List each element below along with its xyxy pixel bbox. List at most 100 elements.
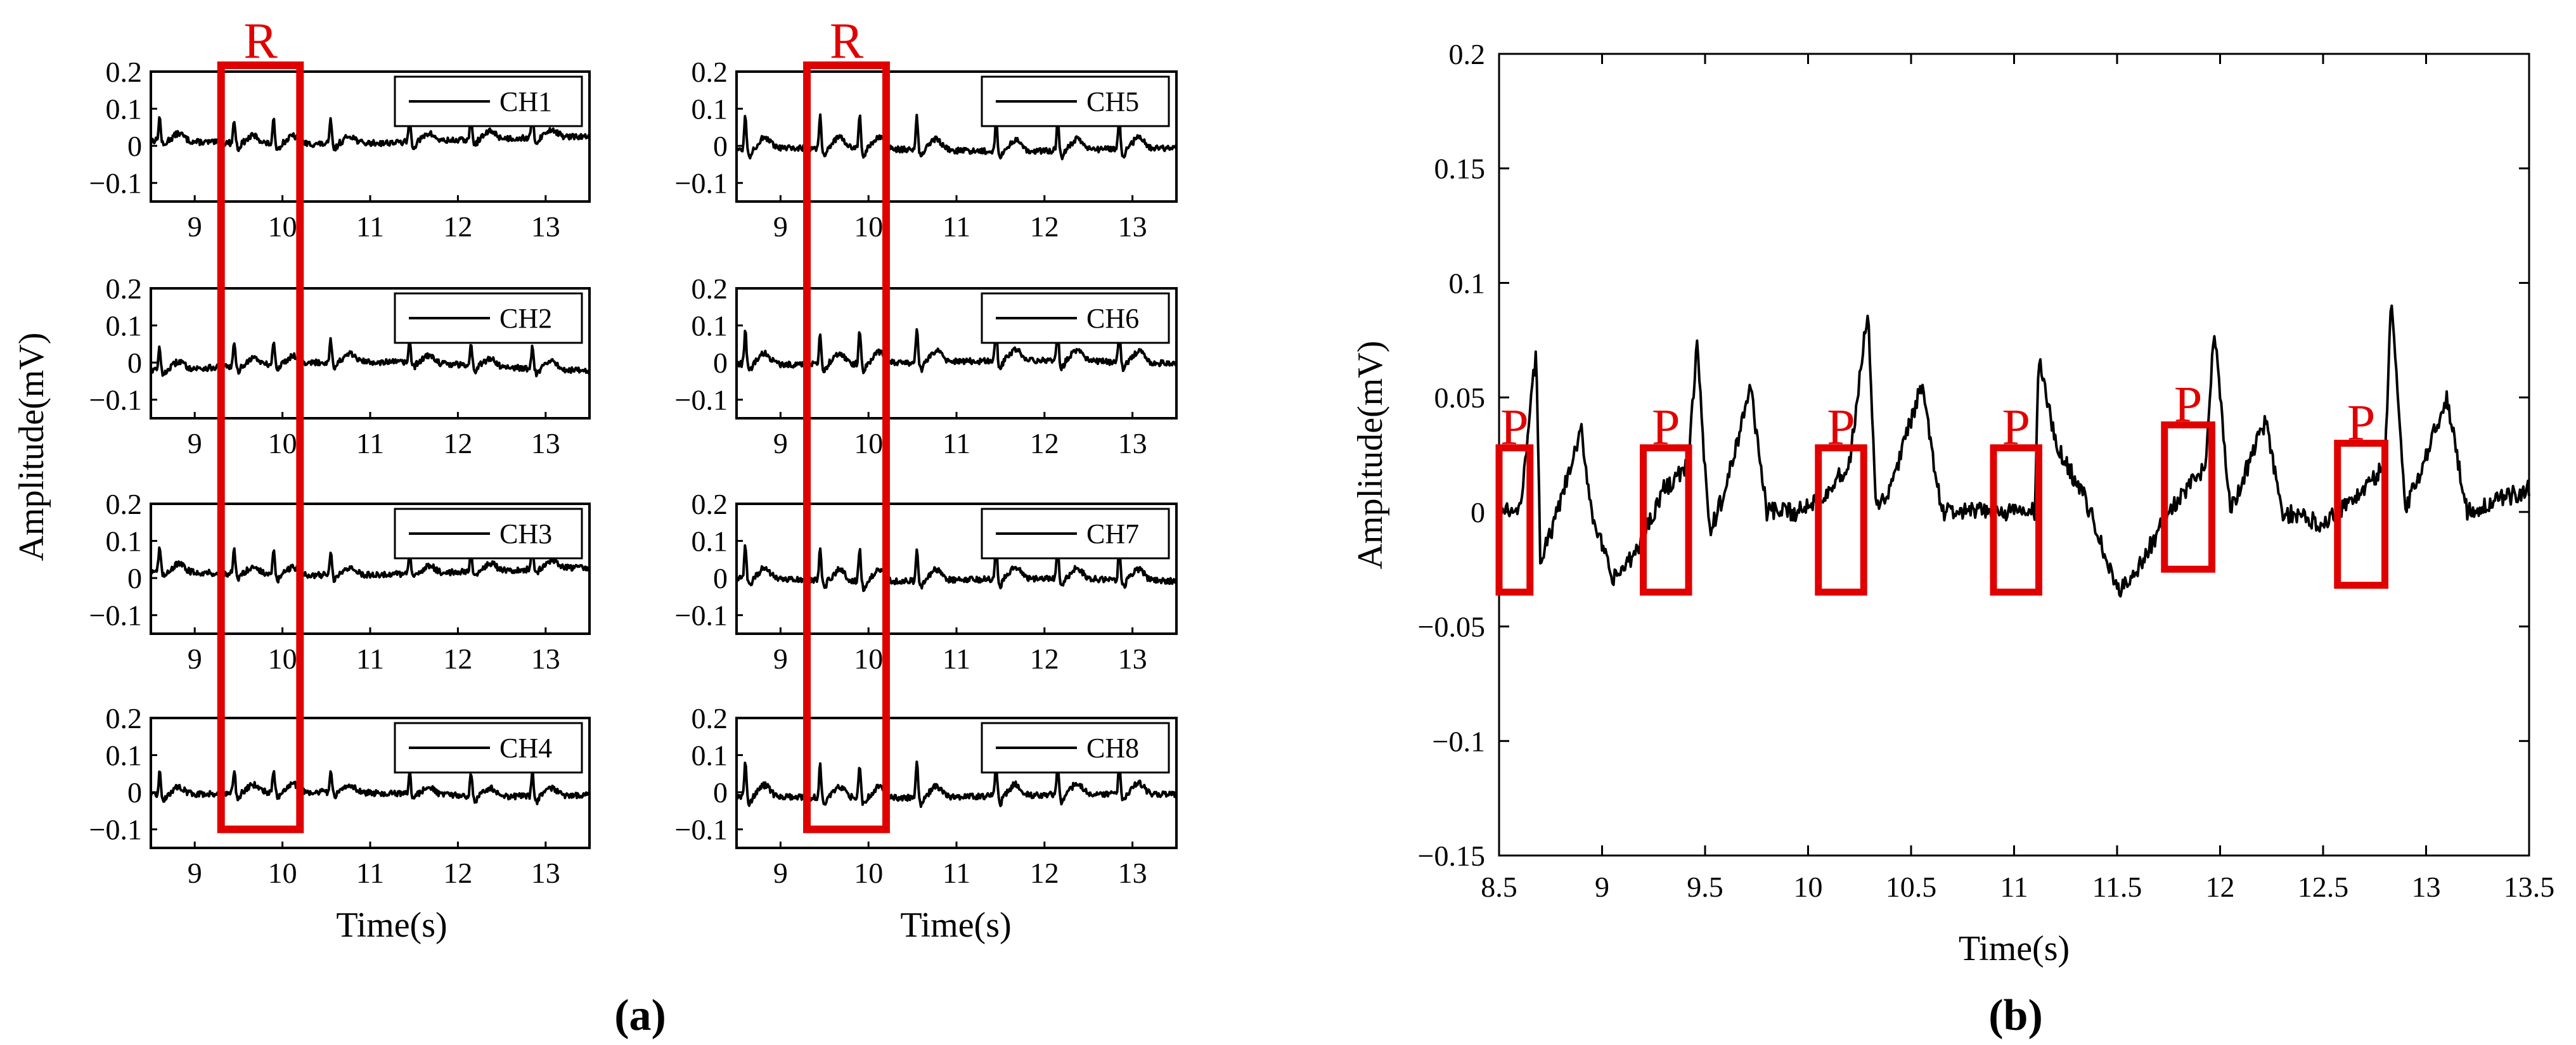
x-tick-label: 12 [1030, 857, 1059, 889]
panel-a: −0.1 0 0.1 0.2 9 10 11 12 13 CH1 −0.1 0 0.1 0.2 9 10 11 1… [12, 13, 1178, 945]
y-tick-label: 0.1 [692, 525, 728, 558]
panel-a-label: (a) [614, 991, 666, 1040]
p-wave-label-6: P [2347, 395, 2376, 451]
y-tick-label: −0.1 [89, 599, 142, 632]
p-wave-box-2 [1640, 444, 1692, 596]
x-tick-label: 13 [1118, 857, 1147, 889]
x-tick-label: 12 [443, 643, 472, 675]
y-tick-label: −0.1 [89, 384, 142, 416]
highlight-box-left [217, 61, 304, 833]
legend-label: CH7 [1086, 518, 1139, 549]
p-wave-label-1: P [1500, 400, 1529, 456]
legend-label: CH5 [1086, 86, 1139, 117]
x-tick-label: 9 [188, 643, 202, 675]
x-tick-label: 10 [268, 857, 297, 889]
legend-ch7: CH7 [981, 508, 1170, 560]
x-tick-label: 9 [773, 643, 788, 675]
y-tick-label: −0.1 [675, 599, 728, 632]
legend-ch1: CH1 [394, 75, 583, 127]
highlight-label-left: R [243, 13, 278, 69]
x-tick-label: 10 [268, 210, 297, 243]
series-line-ecg [1498, 304, 2530, 598]
y-tick-label: 0.2 [692, 272, 728, 305]
x-tick-label: 10 [268, 427, 297, 459]
y-tick-label: −0.1 [675, 384, 728, 416]
x-tick-label: 13 [1118, 643, 1147, 675]
x-tick-label: 9 [773, 210, 788, 243]
p-wave-label-2: P [1652, 400, 1680, 456]
y-tick-label: 0.1 [106, 310, 143, 342]
y-tick-label: 0.1 [106, 740, 143, 772]
p-wave-label-3: P [1827, 400, 1855, 456]
x-tick-label: 12 [443, 210, 472, 243]
subplot-ch8: −0.1 0 0.1 0.2 9 10 11 12 13 CH8 [675, 702, 1178, 889]
x-tick-label: 12.5 [2298, 871, 2349, 903]
x-tick-label: 10.5 [1886, 871, 1937, 903]
y-tick-label: −0.05 [1418, 611, 1485, 643]
y-axis-label: Amplitude(mV) [12, 333, 51, 561]
y-tick-label: −0.15 [1418, 840, 1485, 872]
x-tick-label: 9.5 [1687, 871, 1723, 903]
x-tick-label: 13 [531, 643, 560, 675]
p-wave-box-5 [2161, 421, 2215, 573]
legend-label: CH4 [499, 733, 552, 764]
y-tick-label: 0.2 [692, 56, 728, 88]
x-tick-label: 9 [188, 210, 202, 243]
x-axis-label-right: Time(s) [900, 906, 1011, 945]
subplot-ch5: −0.1 0 0.1 0.2 9 10 11 12 13 CH5 [675, 56, 1178, 243]
y-tick-label: 0 [713, 347, 728, 379]
legend-ch4: CH4 [394, 722, 583, 774]
y-tick-label: 0.2 [1449, 38, 1486, 70]
x-tick-label: 13 [531, 210, 560, 243]
x-tick-label: 11 [943, 643, 970, 675]
x-tick-label: 10 [1794, 871, 1823, 903]
x-tick-label: 12 [1030, 643, 1059, 675]
legend-label: CH1 [499, 86, 552, 117]
y-tick-label: 0.2 [106, 488, 143, 520]
legend-label: CH3 [499, 518, 552, 549]
subplot-ch1: −0.1 0 0.1 0.2 9 10 11 12 13 CH1 [89, 56, 591, 243]
legend-label: CH6 [1086, 303, 1139, 334]
y-tick-label: 0.2 [692, 488, 728, 520]
x-tick-label: 10 [854, 427, 883, 459]
x-tick-label: 11 [356, 427, 384, 459]
x-tick-label: 10 [854, 857, 883, 889]
x-tick-label: 11 [356, 857, 384, 889]
y-tick-label: −0.1 [1433, 725, 1485, 757]
highlight-label-right: R [830, 13, 864, 69]
series-line-ch2 [150, 337, 591, 378]
legend-label: CH2 [499, 303, 552, 334]
x-tick-label: 11 [943, 210, 970, 243]
x-tick-label: 11 [943, 857, 970, 889]
y-tick-label: 0.1 [1449, 267, 1486, 299]
y-tick-label: 0.1 [106, 525, 143, 558]
x-tick-label: 12 [443, 427, 472, 459]
subplot-ch2: −0.1 0 0.1 0.2 9 10 11 12 13 CH2 [89, 272, 591, 459]
y-tick-label: 0 [1471, 496, 1485, 529]
x-tick-label: 9 [188, 427, 202, 459]
x-tick-label: 12 [1030, 427, 1059, 459]
series-line-ch4 [150, 768, 591, 805]
y-tick-label: 0.2 [692, 702, 728, 734]
y-tick-label: 0 [127, 347, 142, 379]
y-tick-label: 0 [713, 776, 728, 809]
y-tick-label: 0.2 [106, 56, 143, 88]
legend-ch8: CH8 [981, 722, 1170, 774]
y-tick-label: 0.1 [106, 93, 143, 125]
p-wave-label-5: P [2174, 377, 2203, 433]
p-wave-box-6 [2334, 439, 2388, 589]
x-tick-label: 12 [1030, 210, 1059, 243]
x-tick-label: 10 [854, 210, 883, 243]
x-tick-label: 10 [268, 643, 297, 675]
x-tick-label: 13.5 [2504, 871, 2555, 903]
x-tick-label: 9 [1595, 871, 1609, 903]
x-tick-label: 8.5 [1481, 871, 1517, 903]
x-tick-label: 13 [531, 857, 560, 889]
x-tick-label: 13 [1118, 210, 1147, 243]
x-tick-label: 9 [773, 857, 788, 889]
p-wave-box-4 [1990, 444, 2042, 596]
panel-b-label: (b) [1988, 991, 2043, 1040]
x-tick-label: 12 [443, 857, 472, 889]
legend-ch2: CH2 [394, 292, 583, 344]
